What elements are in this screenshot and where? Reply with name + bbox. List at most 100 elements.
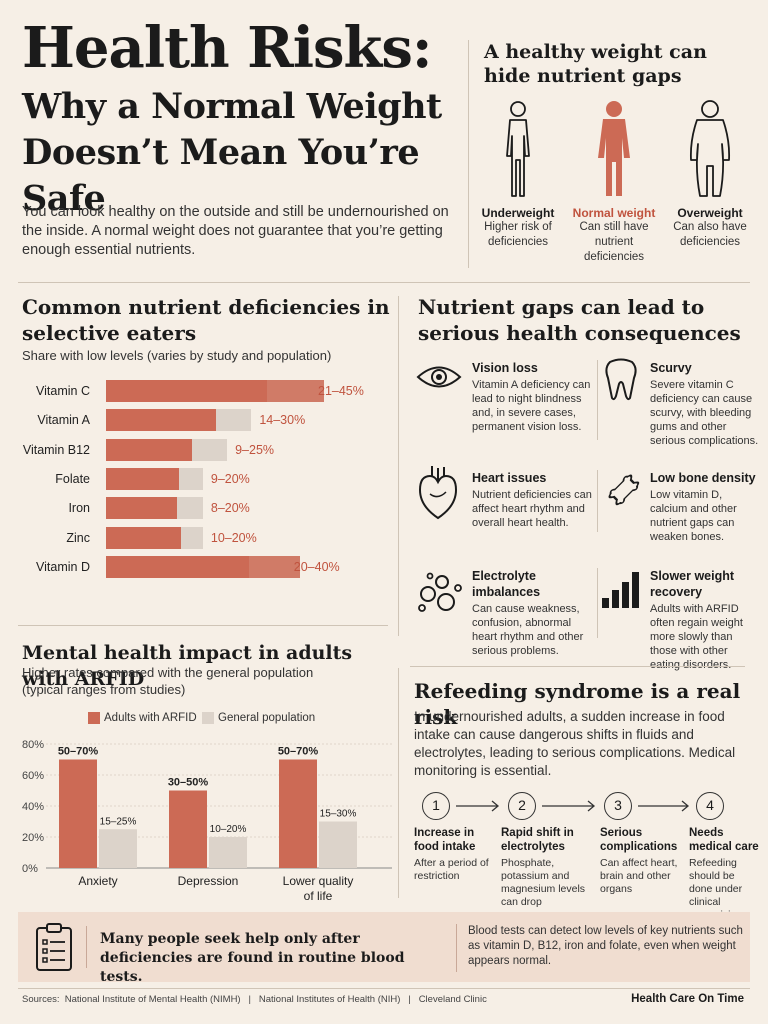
bar-value-label: 50–70% [278, 746, 319, 758]
legend-swatch-arfid [88, 712, 100, 724]
consequence-scurvy: Scurvy Severe vitamin C deficiency can c… [650, 360, 760, 448]
person-wide-outline-icon [689, 100, 731, 197]
bar-value-label: 14–30% [259, 413, 306, 428]
eye-icon [416, 366, 462, 388]
bar [209, 837, 247, 868]
consequence-title: Low bone density [650, 471, 756, 485]
step-title: Rapid shift in electrolytes [501, 827, 574, 853]
bar-value-label: 8–20% [210, 501, 250, 516]
bar-range-low [106, 380, 268, 402]
arrow-right-icon [542, 800, 596, 812]
footer-divider [18, 988, 750, 989]
bar-range-low [106, 409, 217, 432]
bar-value-label: 10–20% [210, 530, 257, 545]
consequence-body: Nutrient deficiencies can affect heart r… [472, 489, 592, 529]
intro-text: You can look healthy on the outside and … [22, 204, 449, 258]
bone-icon [608, 474, 640, 506]
consequences-title: Nutrient gaps can lead to serious health… [418, 295, 741, 345]
bar [279, 759, 317, 868]
callout-side-text: Blood tests can detect low levels of key… [468, 925, 743, 967]
heart-icon [418, 466, 458, 520]
consequence-divider [597, 360, 598, 440]
column-divider [398, 296, 399, 636]
x-category-label: of life [304, 889, 333, 903]
consequence-title: Scurvy [650, 361, 692, 375]
y-tick-label: 20% [22, 832, 44, 844]
bar-category-label: Iron [68, 501, 90, 516]
step-body: Phosphate, potassium and magnesium level… [501, 857, 586, 908]
bar-category-label: Vitamin C [36, 384, 90, 398]
bar-chart-icon [602, 572, 639, 608]
bar-value-label: 9–20% [210, 471, 250, 486]
consequence-slower-weight-recovery: Slower weight recovery Adults with ARFID… [650, 568, 760, 672]
bar-category-label: Folate [55, 471, 90, 486]
figure-label: Overweight [677, 206, 743, 220]
page-title: Health Risks: [22, 15, 433, 81]
step-title: Serious complications [600, 827, 678, 853]
step-number: 4 [696, 792, 724, 820]
header-divider [468, 40, 469, 268]
deficiency-bar-row: Vitamin A 14–30% [0, 409, 380, 432]
x-category-label: Lower quality [283, 874, 354, 888]
bar-category-label: Vitamin D [36, 559, 90, 574]
bar-value-label: 15–25% [100, 816, 137, 827]
deficiency-bar-row: Zinc 10–20% [0, 526, 380, 549]
consequence-body: Can cause weakness, confusion, abnormal … [472, 603, 584, 657]
legend-label-arfid: Adults with ARFID [104, 712, 197, 724]
bar [319, 821, 357, 868]
y-tick-label: 80% [22, 739, 44, 751]
consequence-electrolyte-imbalances: Electrolyte imbalances Can cause weaknes… [472, 568, 597, 658]
y-tick-label: 60% [22, 770, 44, 782]
column-divider [398, 668, 399, 898]
deficiency-bar-row: Vitamin B12 9–25% [0, 438, 380, 461]
section-divider [18, 282, 750, 283]
x-category-label: Anxiety [78, 874, 117, 888]
deficiency-bar-row: Vitamin D 20–40% [0, 555, 380, 578]
sources-text: Sources: National Institute of Mental He… [22, 994, 487, 1005]
consequence-vision-loss: Vision loss Vitamin A deficiency can lea… [472, 360, 597, 434]
tooth-icon [605, 358, 637, 401]
bubbles-icon [418, 572, 462, 612]
consequence-body: Low vitamin D, calcium and other nutrien… [650, 489, 737, 543]
consequence-title: Vision loss [472, 361, 538, 375]
deficiency-bar-row: Vitamin C 21–45% [0, 380, 380, 402]
consequence-title: Electrolyte imbalances [472, 569, 541, 599]
consequence-body: Adults with ARFID often regain weight mo… [650, 603, 743, 671]
bar [99, 829, 137, 868]
bar-value-label: 20–40% [293, 559, 340, 574]
figure-desc: Higher risk of deficiencies [484, 221, 552, 248]
legend-swatch-general [202, 712, 214, 724]
arrow-right-icon [456, 800, 500, 812]
legend-label-general: General population [218, 712, 316, 724]
deficiencies-title: Common nutrient deficiencies in selectiv… [22, 295, 390, 345]
figure-overweight: Overweight Can also have deficiencies [660, 100, 760, 250]
figure-desc: Can still have nutrient deficiencies [579, 221, 649, 263]
figure-desc: Can also have deficiencies [673, 221, 747, 248]
callout-divider [86, 926, 87, 968]
person-thin-outline-icon [506, 101, 530, 197]
refeeding-title: Refeeding syndrome is a real risk [414, 679, 741, 729]
deficiency-bar-row: Iron 8–20% [0, 497, 380, 520]
consequence-body: Severe vitamin C deficiency can cause sc… [650, 379, 759, 447]
deficiency-bar-chart: Vitamin C 21–45% Vitamin A 14–30% Vitamin B1… [0, 380, 390, 590]
step-body: Can affect heart, brain and other organs [600, 857, 678, 895]
consequence-title: Heart issues [472, 471, 547, 485]
step-number: 1 [422, 792, 450, 820]
consequence-title: Slower weight recovery [650, 569, 735, 599]
step-body: After a period of restriction [414, 857, 489, 882]
section-divider [18, 625, 388, 626]
bar-value-label: 9–25% [235, 442, 275, 457]
figure-normal-weight: Normal weight Can still have nutrient de… [564, 100, 664, 265]
person-filled-icon [598, 101, 630, 196]
deficiency-bar-row: Folate 9–20% [0, 467, 380, 490]
bar-range-low [106, 438, 193, 461]
consequence-divider [597, 568, 598, 638]
step-title: Increase in food intake [414, 827, 476, 853]
bar [169, 790, 207, 868]
step-number: 3 [604, 792, 632, 820]
bar-value-label: 10–20% [210, 824, 247, 835]
clipboard-icon [36, 923, 72, 971]
mental-health-bar-chart: 0% 20% 40% 60% 80% 50–70% 15–25% Anxiety 30–50% 1… [22, 739, 392, 903]
callout-box [18, 912, 750, 982]
x-category-label: Depression [178, 874, 239, 888]
